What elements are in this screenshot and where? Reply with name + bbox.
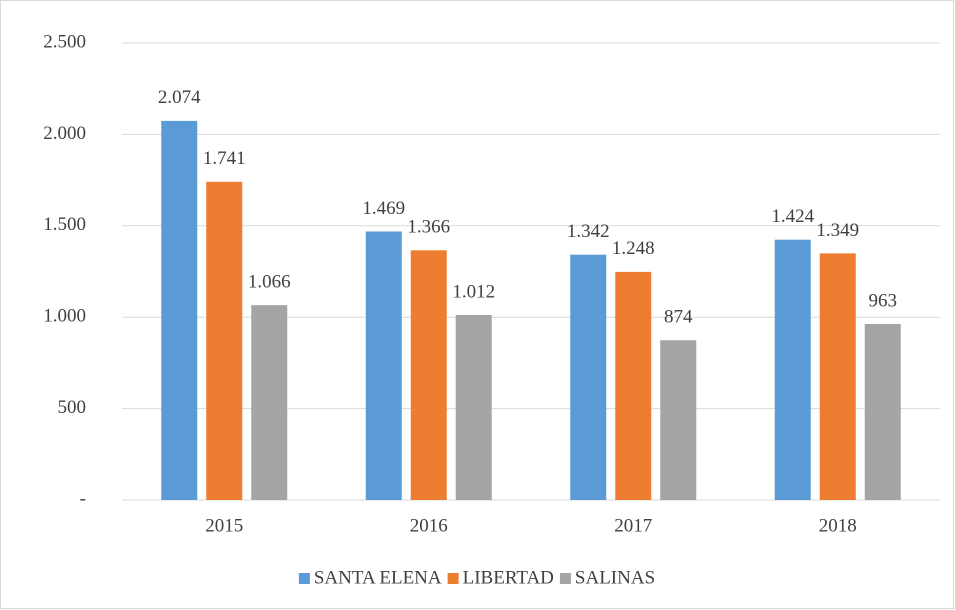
legend-label: SANTA ELENA [314, 567, 442, 588]
bar [819, 253, 856, 500]
bar [365, 231, 402, 500]
x-tick-label: 2015 [205, 515, 243, 536]
y-tick-label: 500 [58, 397, 87, 418]
legend-swatch [559, 573, 571, 584]
bar [455, 315, 492, 500]
value-label: 1.066 [248, 271, 291, 292]
bar [410, 250, 447, 500]
bar [864, 323, 901, 500]
value-label: 963 [869, 290, 898, 311]
legend-label: SALINAS [575, 567, 655, 588]
legend-swatch [298, 573, 310, 584]
bar [570, 254, 607, 500]
bar [774, 239, 811, 500]
bar [615, 271, 652, 500]
y-tick-label: - [80, 488, 86, 509]
value-label: 1.342 [567, 221, 610, 242]
value-label: 1.741 [203, 148, 246, 169]
value-label: 874 [664, 307, 693, 328]
y-tick-label: 1.500 [43, 214, 86, 235]
value-label: 1.349 [816, 220, 859, 241]
value-label: 1.469 [362, 198, 405, 219]
bar [251, 305, 288, 500]
y-tick-label: 2.000 [43, 123, 86, 144]
x-tick-label: 2018 [819, 515, 857, 536]
bar [660, 340, 697, 500]
x-tick-label: 2016 [410, 515, 448, 536]
x-tick-label: 2017 [614, 515, 652, 536]
value-label: 1.366 [407, 217, 450, 238]
value-label: 1.012 [452, 281, 495, 302]
value-label: 1.248 [612, 238, 655, 259]
legend-label: LIBERTAD [463, 567, 554, 588]
y-tick-label: 2.500 [43, 31, 86, 52]
y-tick-label: 1.000 [43, 306, 86, 327]
value-label: 2.074 [158, 87, 201, 108]
legend-swatch [447, 573, 459, 584]
bar [161, 120, 198, 500]
bar [206, 181, 243, 501]
value-label: 1.424 [771, 206, 814, 227]
